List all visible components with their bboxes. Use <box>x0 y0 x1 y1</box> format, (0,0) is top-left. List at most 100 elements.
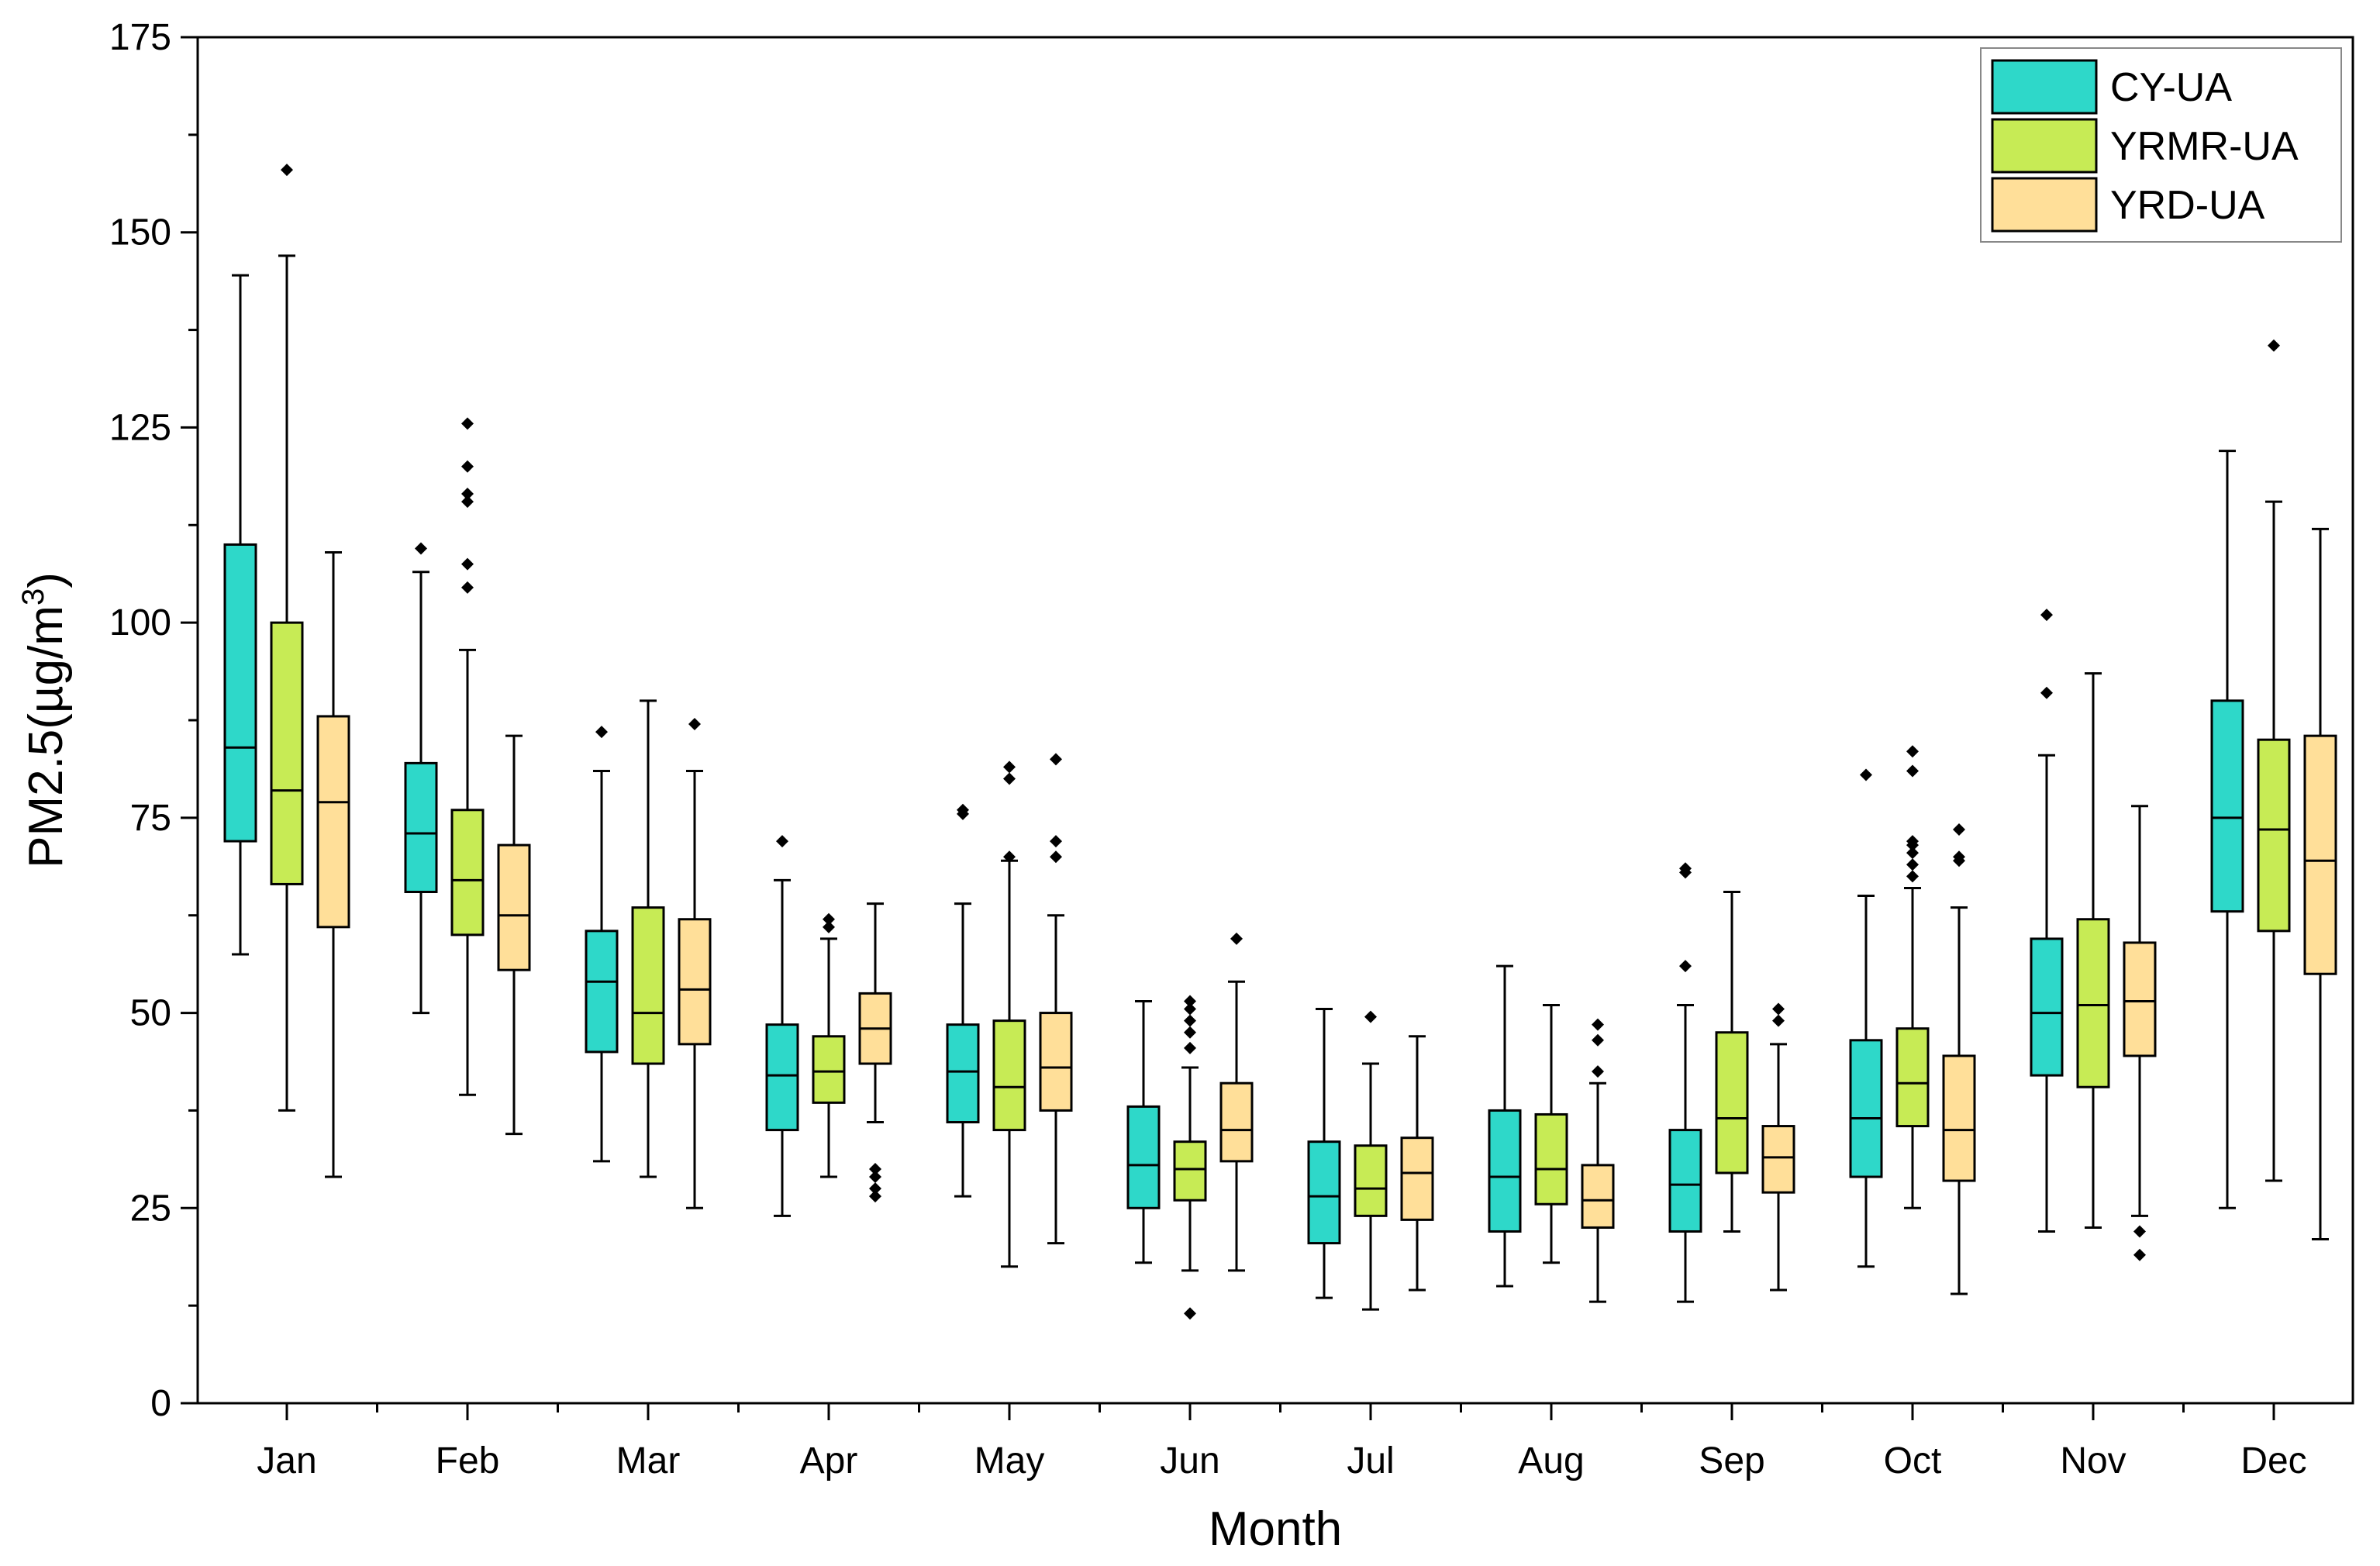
iqr-box <box>2123 941 2157 1057</box>
iqr-box <box>450 809 485 936</box>
x-tick-label: Jun <box>1160 1440 1219 1481</box>
box-yrmr-ua-aug <box>1534 1004 1568 1264</box>
box-yrmr-ua-nov <box>2076 672 2110 1229</box>
outlier-point <box>1906 835 1919 848</box>
x-tick-label: Dec <box>2240 1440 2306 1481</box>
outlier-point <box>1230 932 1243 945</box>
y-tick-label: 50 <box>130 993 171 1034</box>
iqr-box <box>946 1023 980 1124</box>
outlier-point <box>1860 768 1872 781</box>
outlier-point <box>1592 1065 1604 1078</box>
x-tick-label: Mar <box>616 1440 681 1481</box>
y-axis-title-close: ) <box>19 572 73 588</box>
iqr-box <box>1354 1144 1388 1217</box>
box-yrd-ua-apr <box>858 902 892 1203</box>
y-tick-label: 100 <box>109 602 171 643</box>
outlier-point <box>1906 858 1919 871</box>
outlier-point <box>1772 1002 1785 1016</box>
outlier-point <box>1364 1010 1377 1023</box>
iqr-box <box>1039 1012 1073 1112</box>
outlier-point <box>2040 686 2053 699</box>
outlier-point <box>957 803 969 816</box>
outlier-point <box>461 460 474 473</box>
iqr-box <box>1219 1081 1254 1163</box>
box-yrd-ua-aug <box>1581 1018 1615 1303</box>
outlier-point <box>1679 960 1692 973</box>
outlier-point <box>1184 1002 1196 1016</box>
y-axis: 0 25 50 75 100 125 150 175 <box>109 17 198 1424</box>
outlier-point <box>1184 1041 1196 1054</box>
iqr-box <box>1942 1054 1976 1182</box>
iqr-box <box>585 930 619 1054</box>
y-tick-label: 150 <box>109 212 171 254</box>
iqr-box <box>812 1035 846 1104</box>
outlier-point <box>1679 862 1692 875</box>
legend-swatch-yrmr-ua <box>1991 118 2098 174</box>
outlier-point <box>1050 753 1062 766</box>
box-yrd-ua-nov <box>2123 805 2157 1261</box>
x-tick-label: Sep <box>1699 1440 1764 1481</box>
outlier-point <box>1184 995 1196 1008</box>
y-axis-title-sup: 3 <box>16 588 50 605</box>
x-tick-label: Oct <box>1884 1440 1942 1481</box>
legend-swatch-cy-ua <box>1991 59 2098 115</box>
outlier-point <box>776 835 788 848</box>
outlier-point <box>2133 1225 2146 1238</box>
iqr-box <box>992 1019 1026 1132</box>
box-yrd-ua-oct <box>1942 823 1976 1295</box>
x-axis-title: Month <box>1209 1502 1342 1556</box>
outlier-point <box>1050 850 1062 864</box>
outlier-point <box>869 1171 881 1184</box>
box-yrd-ua-jul <box>1400 1035 1434 1292</box>
box-yrd-ua-feb <box>497 734 531 1136</box>
box-cy-ua-oct <box>1849 768 1883 1268</box>
iqr-box <box>1581 1164 1615 1229</box>
iqr-box <box>497 843 531 971</box>
outlier-point <box>1953 823 1965 836</box>
outlier-point <box>595 726 608 739</box>
outlier-point <box>1184 1307 1196 1320</box>
legend-label-yrmr-ua: YRMR-UA <box>2110 124 2299 169</box>
plot-area <box>196 36 2354 1405</box>
outlier-point <box>1050 835 1062 848</box>
iqr-box <box>2303 734 2337 975</box>
outlier-point <box>1184 1026 1196 1039</box>
box-yrmr-ua-jan <box>270 164 304 1112</box>
iqr-box <box>404 761 438 894</box>
box-yrmr-ua-apr <box>812 912 846 1178</box>
outlier-point <box>2268 339 2280 352</box>
iqr-box <box>1173 1140 1207 1202</box>
iqr-box <box>1895 1027 1930 1128</box>
box-yrmr-ua-sep <box>1715 891 1749 1233</box>
box-cy-ua-dec <box>2210 450 2244 1209</box>
outlier-point <box>1953 850 1965 864</box>
iqr-box <box>270 621 304 885</box>
outlier-point <box>461 417 474 430</box>
iqr-box <box>316 715 350 929</box>
outlier-point <box>461 557 474 571</box>
box-yrd-ua-may <box>1039 753 1073 1245</box>
outlier-point <box>1906 745 1919 758</box>
legend-label-yrd-ua: YRD-UA <box>2110 183 2265 228</box>
outlier-point <box>1003 772 1016 785</box>
box-cy-ua-feb <box>404 542 438 1015</box>
outlier-point <box>1906 870 1919 883</box>
outlier-point <box>1003 761 1016 774</box>
legend-swatch-yrd-ua <box>1991 177 2098 233</box>
x-tick-label: May <box>974 1440 1045 1481</box>
iqr-box <box>2210 699 2244 913</box>
box-yrd-ua-sep <box>1761 1002 1795 1292</box>
y-axis-title-main: PM2.5(µg/m <box>19 605 73 868</box>
box-cy-ua-jan <box>223 274 257 956</box>
box-yrmr-ua-mar <box>631 699 665 1178</box>
iqr-box <box>631 906 665 1065</box>
outlier-point <box>823 912 835 926</box>
box-yrmr-ua-oct <box>1895 745 1930 1209</box>
x-tick-label: Feb <box>436 1440 500 1481</box>
box-cy-ua-jun <box>1126 999 1161 1264</box>
x-axis: Jan Feb Mar Apr May Jun Jul Aug Sep Oct Nov Dec <box>257 1403 2307 1481</box>
outlier-point <box>1772 1014 1785 1027</box>
legend-label-cy-ua: CY-UA <box>2110 65 2232 110</box>
box-yrd-ua-dec <box>2303 527 2337 1241</box>
